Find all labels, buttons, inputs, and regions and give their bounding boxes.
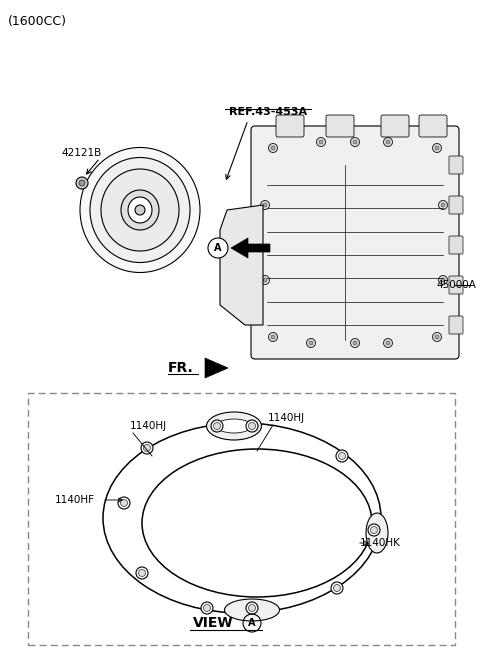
Circle shape bbox=[261, 276, 269, 285]
Text: REF.43-453A: REF.43-453A bbox=[229, 107, 307, 117]
Circle shape bbox=[263, 203, 267, 207]
Text: 1140HK: 1140HK bbox=[360, 538, 401, 548]
Circle shape bbox=[441, 278, 445, 282]
Circle shape bbox=[316, 138, 325, 146]
Circle shape bbox=[384, 338, 393, 348]
Circle shape bbox=[268, 144, 277, 152]
Circle shape bbox=[135, 205, 145, 215]
Circle shape bbox=[79, 180, 85, 186]
Text: 1140HJ: 1140HJ bbox=[268, 413, 305, 423]
Ellipse shape bbox=[101, 169, 179, 251]
Circle shape bbox=[249, 604, 255, 611]
FancyBboxPatch shape bbox=[449, 236, 463, 254]
Text: A: A bbox=[248, 618, 256, 628]
Text: 1140HF: 1140HF bbox=[55, 495, 95, 505]
Ellipse shape bbox=[366, 513, 388, 553]
Circle shape bbox=[371, 527, 377, 533]
Polygon shape bbox=[205, 358, 228, 378]
Circle shape bbox=[307, 338, 315, 348]
Circle shape bbox=[338, 453, 346, 459]
Text: 45000A: 45000A bbox=[436, 280, 476, 290]
Circle shape bbox=[261, 201, 269, 209]
Circle shape bbox=[214, 422, 220, 430]
Circle shape bbox=[204, 604, 211, 611]
Circle shape bbox=[263, 278, 267, 282]
Circle shape bbox=[432, 333, 442, 342]
Circle shape bbox=[386, 341, 390, 345]
Circle shape bbox=[144, 445, 151, 451]
Circle shape bbox=[319, 140, 323, 144]
Circle shape bbox=[350, 338, 360, 348]
Circle shape bbox=[211, 420, 223, 432]
FancyBboxPatch shape bbox=[449, 196, 463, 214]
Circle shape bbox=[439, 201, 447, 209]
Text: A: A bbox=[214, 243, 222, 253]
Circle shape bbox=[350, 138, 360, 146]
Text: FR.: FR. bbox=[168, 361, 194, 375]
Circle shape bbox=[439, 276, 447, 285]
Circle shape bbox=[441, 203, 445, 207]
FancyBboxPatch shape bbox=[381, 115, 409, 137]
Ellipse shape bbox=[90, 157, 190, 262]
Circle shape bbox=[384, 138, 393, 146]
Circle shape bbox=[353, 140, 357, 144]
Ellipse shape bbox=[225, 599, 279, 621]
Circle shape bbox=[334, 584, 340, 592]
Circle shape bbox=[268, 333, 277, 342]
Circle shape bbox=[246, 602, 258, 614]
Circle shape bbox=[435, 146, 439, 150]
Ellipse shape bbox=[128, 197, 152, 223]
Circle shape bbox=[368, 524, 380, 536]
Circle shape bbox=[249, 422, 255, 430]
Circle shape bbox=[435, 335, 439, 339]
Circle shape bbox=[118, 497, 130, 509]
Circle shape bbox=[139, 569, 145, 577]
Text: 42121B: 42121B bbox=[62, 148, 102, 158]
Circle shape bbox=[386, 140, 390, 144]
FancyBboxPatch shape bbox=[449, 276, 463, 294]
Circle shape bbox=[120, 499, 128, 506]
Circle shape bbox=[246, 420, 258, 432]
Circle shape bbox=[201, 602, 213, 614]
Ellipse shape bbox=[121, 190, 159, 230]
Circle shape bbox=[353, 341, 357, 345]
Ellipse shape bbox=[80, 148, 200, 272]
Ellipse shape bbox=[142, 449, 372, 597]
Circle shape bbox=[76, 177, 88, 189]
Circle shape bbox=[271, 335, 275, 339]
Circle shape bbox=[208, 238, 228, 258]
FancyBboxPatch shape bbox=[449, 156, 463, 174]
Ellipse shape bbox=[216, 419, 252, 433]
Text: (1600CC): (1600CC) bbox=[8, 15, 67, 28]
FancyBboxPatch shape bbox=[449, 316, 463, 334]
Circle shape bbox=[141, 442, 153, 454]
Text: VIEW: VIEW bbox=[193, 616, 234, 630]
FancyBboxPatch shape bbox=[326, 115, 354, 137]
FancyBboxPatch shape bbox=[251, 126, 459, 359]
Circle shape bbox=[432, 144, 442, 152]
Circle shape bbox=[336, 450, 348, 462]
Circle shape bbox=[271, 146, 275, 150]
Circle shape bbox=[136, 567, 148, 579]
FancyBboxPatch shape bbox=[419, 115, 447, 137]
FancyBboxPatch shape bbox=[276, 115, 304, 137]
Circle shape bbox=[309, 341, 313, 345]
Circle shape bbox=[331, 582, 343, 594]
Polygon shape bbox=[220, 205, 263, 325]
Text: 1140HJ: 1140HJ bbox=[130, 421, 167, 431]
Ellipse shape bbox=[206, 412, 262, 440]
Polygon shape bbox=[231, 238, 270, 258]
